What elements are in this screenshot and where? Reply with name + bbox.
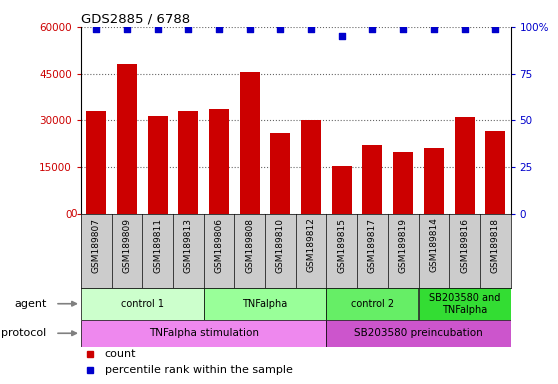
Text: GSM189814: GSM189814 bbox=[429, 218, 439, 273]
Bar bbox=[204, 288, 326, 320]
Bar bbox=[81, 288, 204, 320]
Bar bbox=[418, 288, 511, 320]
Text: count: count bbox=[104, 349, 136, 359]
Text: GSM189806: GSM189806 bbox=[214, 218, 224, 273]
Text: GSM189810: GSM189810 bbox=[276, 218, 285, 273]
Point bbox=[122, 26, 132, 32]
Text: GSM189807: GSM189807 bbox=[92, 218, 101, 273]
Text: GDS2885 / 6788: GDS2885 / 6788 bbox=[81, 13, 190, 26]
Bar bbox=[179, 111, 198, 214]
Text: TNFalpha stimulation: TNFalpha stimulation bbox=[148, 328, 259, 338]
Point bbox=[153, 26, 162, 32]
Bar bbox=[455, 117, 474, 214]
Text: GSM189816: GSM189816 bbox=[460, 218, 469, 273]
Bar bbox=[326, 288, 418, 320]
Point bbox=[214, 26, 223, 32]
Point bbox=[368, 26, 377, 32]
Text: 0: 0 bbox=[70, 209, 76, 219]
Bar bbox=[86, 111, 106, 214]
Bar bbox=[209, 109, 229, 214]
Bar bbox=[363, 145, 382, 214]
Text: agent: agent bbox=[14, 299, 46, 309]
Point bbox=[337, 33, 346, 39]
Point bbox=[491, 26, 500, 32]
Point bbox=[460, 26, 469, 32]
Bar bbox=[424, 149, 444, 214]
Text: GSM189811: GSM189811 bbox=[153, 218, 162, 273]
Text: GSM189815: GSM189815 bbox=[337, 218, 347, 273]
Bar bbox=[240, 72, 259, 214]
Text: GSM189819: GSM189819 bbox=[398, 218, 408, 273]
Text: protocol: protocol bbox=[1, 328, 46, 338]
Point bbox=[430, 26, 439, 32]
Bar bbox=[326, 320, 511, 347]
Bar bbox=[117, 64, 137, 214]
Text: GSM189808: GSM189808 bbox=[245, 218, 254, 273]
Point bbox=[245, 26, 254, 32]
Text: GSM189813: GSM189813 bbox=[184, 218, 193, 273]
Text: GSM189812: GSM189812 bbox=[306, 218, 316, 273]
Bar bbox=[485, 131, 505, 214]
Text: GSM189809: GSM189809 bbox=[122, 218, 132, 273]
Bar bbox=[301, 121, 321, 214]
Point bbox=[184, 26, 193, 32]
Bar bbox=[148, 116, 167, 214]
Text: control 1: control 1 bbox=[121, 299, 164, 309]
Text: GSM189818: GSM189818 bbox=[490, 218, 500, 273]
Text: SB203580 preincubation: SB203580 preincubation bbox=[354, 328, 483, 338]
Text: GSM189817: GSM189817 bbox=[368, 218, 377, 273]
Bar bbox=[393, 152, 413, 214]
Text: SB203580 and
TNFalpha: SB203580 and TNFalpha bbox=[429, 293, 500, 314]
Bar bbox=[332, 166, 352, 214]
Text: percentile rank within the sample: percentile rank within the sample bbox=[104, 366, 292, 376]
Point bbox=[307, 26, 316, 32]
Point bbox=[276, 26, 285, 32]
Bar bbox=[271, 133, 290, 214]
Text: TNFalpha: TNFalpha bbox=[242, 299, 288, 309]
Bar bbox=[81, 320, 326, 347]
Point bbox=[92, 26, 100, 32]
Point bbox=[398, 26, 407, 32]
Text: control 2: control 2 bbox=[351, 299, 394, 309]
